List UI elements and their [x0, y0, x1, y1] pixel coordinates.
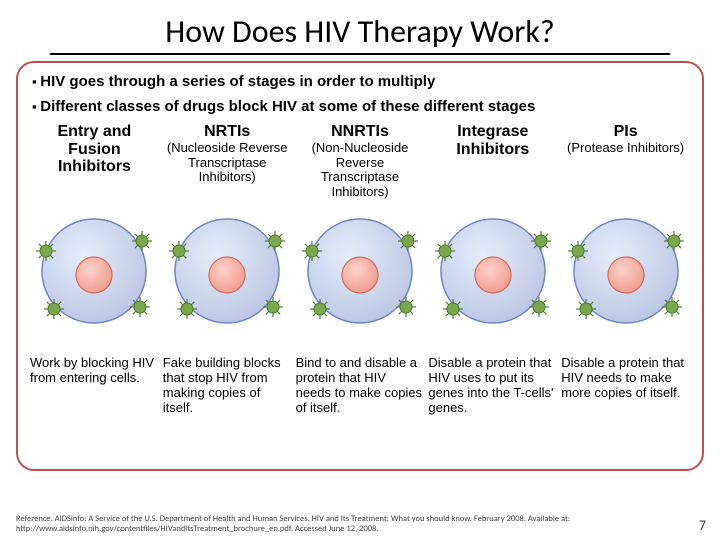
reference-text: Reference. AIDSinfo: A Service of the U.…: [16, 514, 704, 534]
desc-3: Disable a protein that HIV uses to put i…: [426, 356, 559, 416]
slide-title: How Does HIV Therapy Work?: [50, 0, 670, 55]
cell-2: [294, 206, 427, 336]
description-row: Work by blocking HIV from entering cells…: [28, 356, 692, 416]
content-frame: HIV goes through a series of stages in o…: [16, 61, 704, 471]
drug-sub-1: (Nucleoside Reverse Transcriptase Inhibi…: [163, 141, 292, 186]
drug-name-2: NNRTIs: [296, 123, 425, 141]
cell-illustration-row: [28, 206, 692, 336]
desc-0: Work by blocking HIV from entering cells…: [28, 356, 161, 416]
bullet-2: Different classes of drugs block HIV at …: [28, 96, 692, 121]
page-number: 7: [699, 517, 706, 534]
col-header-1: NRTIs (Nucleoside Reverse Transcriptase …: [161, 123, 294, 200]
drug-sub-4: (Protease Inhibitors): [561, 141, 690, 156]
cell-4: [559, 206, 692, 336]
drug-name-1: NRTIs: [163, 123, 292, 141]
col-header-4: PIs (Protease Inhibitors): [559, 123, 692, 200]
drug-name-0: Entry and Fusion Inhibitors: [30, 123, 159, 176]
desc-4: Disable a protein that HIV needs to make…: [559, 356, 692, 416]
cell-1: [161, 206, 294, 336]
drug-name-4: PIs: [561, 123, 690, 141]
drug-class-header-row: Entry and Fusion Inhibitors NRTIs (Nucle…: [28, 123, 692, 200]
cell-0: [28, 206, 161, 336]
desc-1: Fake building blocks that stop HIV from …: [161, 356, 294, 416]
drug-sub-2: (Non-Nucleoside Reverse Transcriptase In…: [296, 141, 425, 201]
bullet-1: HIV goes through a series of stages in o…: [28, 71, 692, 96]
desc-2: Bind to and disable a protein that HIV n…: [294, 356, 427, 416]
col-header-0: Entry and Fusion Inhibitors: [28, 123, 161, 200]
drug-name-3: Integrase Inhibitors: [428, 123, 557, 158]
col-header-2: NNRTIs (Non-Nucleoside Reverse Transcrip…: [294, 123, 427, 200]
col-header-3: Integrase Inhibitors: [426, 123, 559, 200]
cell-3: [426, 206, 559, 336]
